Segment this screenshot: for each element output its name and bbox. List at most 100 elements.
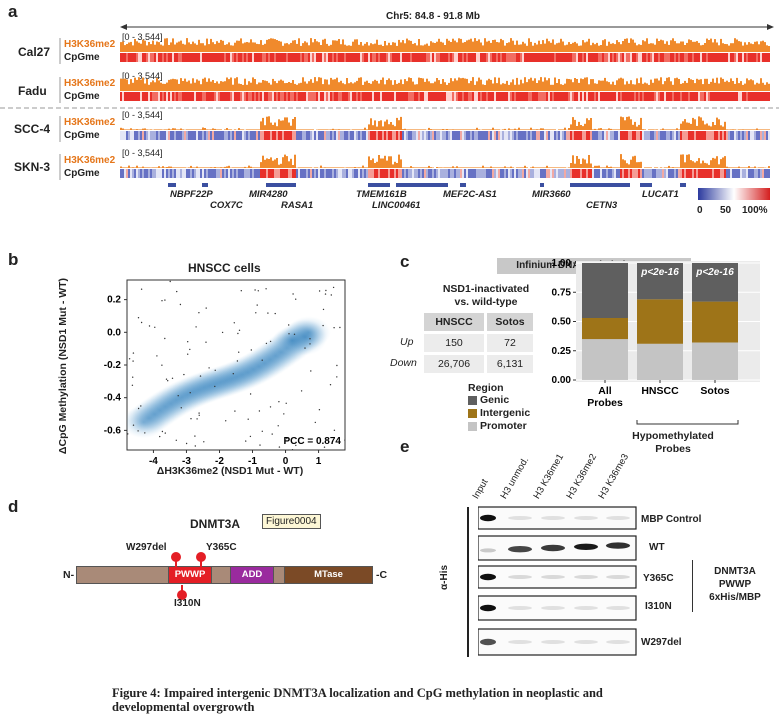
blot-label: W297del [641,637,682,648]
scatter-point [167,380,169,382]
track-label-cpgme: CpGme [64,168,100,179]
side-bracket [692,560,693,612]
gene-label: MIR4280 [249,189,288,200]
band [480,604,496,612]
x-tick-label: -2 [215,456,224,467]
scatter-point [189,392,191,394]
scatter-point [189,348,191,351]
scatter-point [154,326,156,328]
scatter-point [339,326,341,329]
scatter-point [258,410,261,412]
scatter-point [156,355,158,357]
n-terminus: N- [63,569,75,581]
h3k36me2-signal [120,38,770,52]
scatter-point [187,353,189,355]
track-separators [0,38,779,180]
scatter-point [214,369,216,371]
gene-feature [266,183,296,187]
gene-label: CETN3 [586,200,618,211]
scatter-point [198,412,200,414]
mutation-lollipops [171,552,206,600]
scatter-point [132,376,134,378]
scatter-point [161,430,164,433]
blot-i310n [478,595,637,621]
scatter-point [267,312,269,314]
band [508,640,532,644]
scatter-point [314,421,316,424]
gene-label: NBPF22P [170,189,213,200]
blot-mbp-control [478,506,637,530]
y-tick-label: 1.00 [552,258,572,269]
figure-caption-line2: developmental overgrowth [112,700,255,714]
scatter-point [322,308,325,311]
legend-label-genic: Genic [480,394,510,406]
scatter-point [234,410,236,412]
band [574,543,598,550]
scatter-point [128,358,131,360]
band [480,573,496,581]
bar-segment-genic [637,263,683,300]
western-blots [478,506,637,656]
track-label-h3k36me2: H3K36me2 [64,78,116,89]
hypomethylated-bracket [636,420,739,425]
scatter-point [250,349,252,351]
scatter-point [221,331,224,334]
sample-cal27: Cal27 [18,45,51,59]
panel-a-label: a [8,2,18,21]
track-label-cpgme: CpGme [64,91,100,102]
band [508,516,532,520]
y-tick-label: 0.50 [552,317,572,328]
sample-fadu: Fadu [18,84,47,98]
scatter-point [238,329,241,331]
scatter-point [225,420,227,422]
scatter-point [180,407,182,409]
side-label-1: DNMT3A [714,566,756,577]
mutation-label-y365c: Y365C [206,542,237,553]
legend-swatch-genic [468,396,477,405]
gene-label: COX7C [210,200,243,211]
lane-label: Input [470,477,491,501]
scatter-point [278,401,280,403]
y-tick-label: -0.4 [104,393,122,404]
mutation-marker-w297del [171,552,181,562]
scatter-point [199,375,202,377]
scatter-point [257,290,259,292]
scatter-point [137,407,140,410]
band [508,546,532,553]
scatter-point [177,395,179,397]
band [541,516,565,520]
scatter-point [161,364,163,366]
bar-segment-genic [692,263,738,302]
blot-bracket [467,507,469,657]
legend-label-intergenic: Intergenic [480,407,531,419]
scatter-point [333,429,336,431]
x-tick-label: 0 [283,456,289,467]
cpg-methylation-heatmap [120,131,770,140]
y-tick-label: 0.0 [107,327,121,338]
scatter-ylabel: ΔCpG Methylation (NSD1 Mut - WT) [57,277,69,455]
scatter-point [214,385,216,388]
bar-segment-promoter [582,339,628,380]
mutation-label-i310n: I310N [174,598,201,609]
scatter-point [265,342,268,345]
y-tick-label: 0.00 [552,375,572,386]
gene-label: MEF2C-AS1 [443,189,497,200]
colorbar-label-100: 100% [742,205,768,216]
gene-feature [540,183,544,187]
scatter-point [187,341,189,343]
cpg-methylation-heatmap [120,53,770,62]
track-range-label: [0 - 3,544] [122,110,163,120]
table-col-sotos: Sotos [487,313,533,331]
band [508,606,532,610]
sample-scc4: SCC-4 [14,122,51,136]
genome-tracks [120,38,770,178]
lane-label: H3 K36me2 [564,452,600,501]
track-range-label: [0 - 3,544] [122,71,163,81]
domain-pwwp: PWWP [168,566,212,584]
scatter-point [132,352,135,354]
bar-segment-promoter [637,343,683,381]
scatter-point [255,312,257,314]
scatter-point [169,280,171,283]
scatter-point [179,303,182,306]
scatter-point [205,341,207,343]
